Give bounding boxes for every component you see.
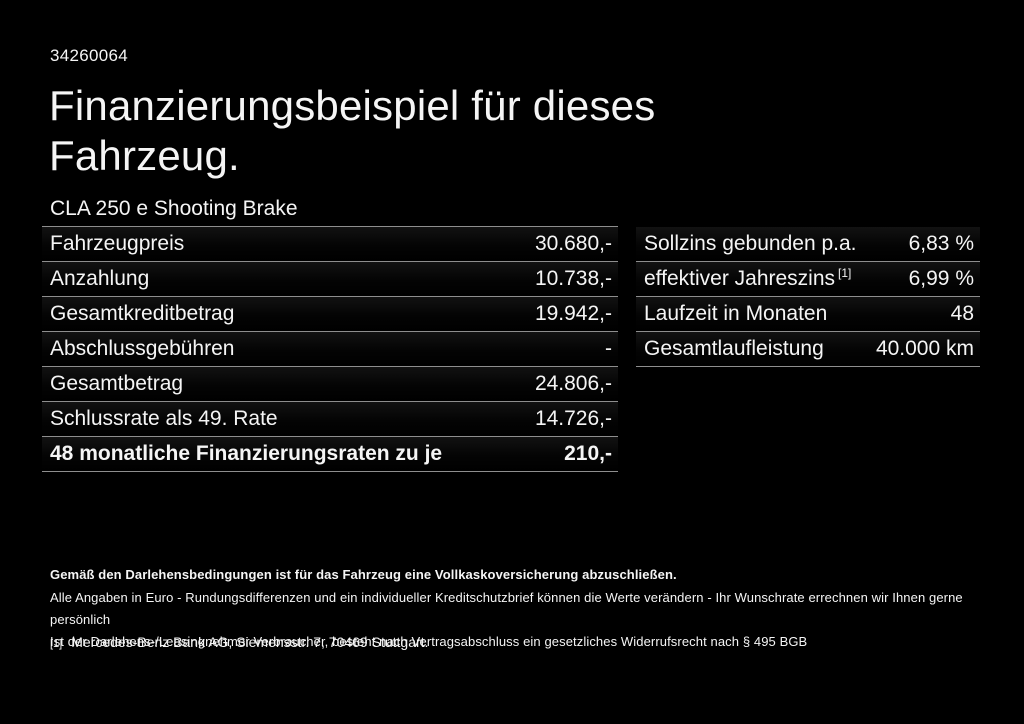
table-row-sollzins: Sollzins gebunden p.a. 6,83 %: [636, 227, 980, 262]
row-label: Laufzeit in Monaten: [644, 302, 828, 325]
row-value: 210,-: [564, 442, 612, 465]
page-title-line-1: Finanzierungsbeispiel für dieses: [49, 82, 656, 129]
row-value: 24.806,-: [534, 372, 612, 395]
row-label-text: effektiver Jahreszins: [644, 267, 836, 290]
disclaimer-line-3: Ist der Darlehens-/Leasingnehmer Verbrau…: [50, 634, 808, 649]
table-row-gesamtkreditbetrag: Gesamtkreditbetrag 19.942,-: [42, 297, 618, 332]
row-value: 14.726,-: [534, 407, 612, 430]
table-row-anzahlung: Anzahlung 10.738,-: [42, 262, 618, 297]
page-title-line-2: Fahrzeug.: [49, 132, 240, 179]
row-label: Schlussrate als 49. Rate: [50, 407, 278, 430]
row-value: 48: [950, 302, 974, 325]
vehicle-model-row: CLA 250 e Shooting Brake: [42, 196, 618, 227]
table-row-monatsrate: 48 monatliche Finanzierungsraten zu je 2…: [42, 437, 618, 472]
row-value: 6,99 %: [908, 267, 974, 290]
row-label: 48 monatliche Finanzierungsraten zu je: [50, 442, 443, 465]
table-row-effektiver-jahreszins: effektiver Jahreszins [1] 6,99 %: [636, 262, 980, 297]
conditions-table: Sollzins gebunden p.a. 6,83 % effektiver…: [636, 227, 980, 367]
row-value: 30.680,-: [534, 232, 612, 255]
table-row-gesamtlaufleistung: Gesamtlaufleistung 40.000 km: [636, 332, 980, 367]
table-row-laufzeit: Laufzeit in Monaten 48: [636, 297, 980, 332]
footnote-marker: [1]: [50, 638, 63, 650]
row-value: 6,83 %: [908, 232, 974, 255]
table-row-gesamtbetrag: Gesamtbetrag 24.806,-: [42, 367, 618, 402]
row-value: 40.000 km: [875, 337, 974, 360]
row-label: Abschlussgebühren: [50, 337, 235, 360]
disclaimer-block: Gemäß den Darlehensbedingungen ist für d…: [50, 564, 985, 653]
disclaimer-insurance-note: Gemäß den Darlehensbedingungen ist für d…: [50, 567, 677, 582]
vehicle-model: CLA 250 e Shooting Brake: [50, 197, 298, 220]
disclaimer-line-2: Alle Angaben in Euro - Rundungsdifferenz…: [50, 590, 963, 627]
row-label: Fahrzeugpreis: [50, 232, 185, 255]
document-id: 34260064: [50, 46, 129, 65]
row-label: Sollzins gebunden p.a.: [644, 232, 857, 255]
row-value: 19.942,-: [534, 302, 612, 325]
footnote-text: Mercedes-Benz Bank AG, Siemensstr. 7, 70…: [71, 634, 429, 650]
row-label: effektiver Jahreszins [1]: [644, 267, 851, 291]
table-row-fahrzeugpreis: Fahrzeugpreis 30.680,-: [42, 227, 618, 262]
footnote: [1] Mercedes-Benz Bank AG, Siemensstr. 7,…: [50, 634, 428, 650]
row-label: Gesamtkreditbetrag: [50, 302, 235, 325]
row-label: Gesamtlaufleistung: [644, 337, 824, 360]
financing-table: CLA 250 e Shooting Brake Fahrzeugpreis 3…: [42, 196, 618, 472]
table-row-schlussrate: Schlussrate als 49. Rate 14.726,-: [42, 402, 618, 437]
row-label: Anzahlung: [50, 267, 150, 290]
page-title: Finanzierungsbeispiel für dieses Fahrzeu…: [49, 81, 655, 181]
row-value: 10.738,-: [534, 267, 612, 290]
table-row-abschlussgebuehren: Abschlussgebühren -: [42, 332, 618, 367]
row-label: Gesamtbetrag: [50, 372, 184, 395]
row-value: -: [605, 337, 612, 360]
footnote-reference: [1]: [838, 266, 852, 280]
